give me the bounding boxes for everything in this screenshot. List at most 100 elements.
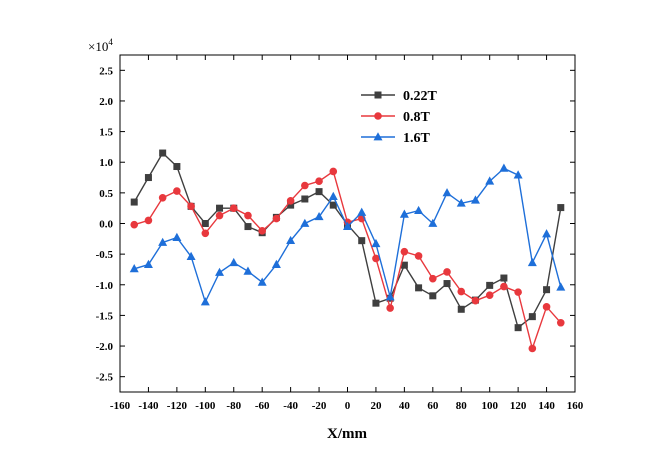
data-point <box>400 247 409 256</box>
data-point <box>556 282 566 291</box>
data-point <box>301 181 309 190</box>
data-point <box>187 202 195 211</box>
axis-ticks <box>119 55 576 392</box>
data-point <box>159 149 167 157</box>
data-point <box>244 211 252 220</box>
data-point <box>457 287 466 296</box>
y-tick-label: -2.0 <box>96 341 114 353</box>
data-point <box>215 211 224 220</box>
y-tick-label: -1.5 <box>96 310 114 322</box>
data-point <box>443 280 451 288</box>
x-tick-label: -120 <box>167 400 188 412</box>
x-tick-label: 0 <box>345 400 351 412</box>
legend-marker <box>374 112 382 120</box>
data-point <box>216 204 224 212</box>
legend-marker <box>373 132 383 141</box>
x-tick-label: 100 <box>481 400 498 412</box>
data-point <box>429 292 437 300</box>
data-point <box>286 235 296 245</box>
data-point <box>414 252 423 260</box>
data-point <box>556 318 565 327</box>
data-point <box>173 187 181 195</box>
legend-item: 0.22T <box>361 89 438 104</box>
data-point <box>243 266 253 275</box>
legend-item: 1.6T <box>361 131 431 146</box>
x-tick-label: -80 <box>226 400 241 412</box>
y-tick-label: -1.0 <box>96 280 114 292</box>
data-point <box>372 254 380 263</box>
data-point <box>442 188 452 197</box>
y-scale-base: ×10 <box>88 39 108 54</box>
data-point <box>286 197 295 205</box>
data-point <box>329 167 338 176</box>
x-axis-title: X/mm <box>327 426 367 442</box>
legend-item: 0.8T <box>361 110 431 125</box>
data-point <box>173 163 181 171</box>
data-point <box>457 305 465 313</box>
data-point <box>271 259 281 268</box>
data-point <box>257 277 267 286</box>
data-point <box>215 267 225 276</box>
data-point <box>229 204 238 212</box>
x-tick-label: 120 <box>510 400 527 412</box>
data-point <box>358 237 366 245</box>
data-point <box>329 201 337 209</box>
data-point <box>315 177 323 186</box>
data-point <box>514 288 522 296</box>
legend-label: 0.22T <box>403 89 438 104</box>
data-point <box>300 218 310 227</box>
data-point <box>528 313 536 321</box>
data-point <box>144 216 153 225</box>
data-point <box>527 257 537 267</box>
data-point <box>129 264 139 273</box>
legend: 0.22T 0.8T 1.6T <box>361 89 438 146</box>
y-tick-label: 1.5 <box>99 127 113 139</box>
x-tick-label: -100 <box>195 400 216 412</box>
data-point <box>542 303 551 311</box>
data-point <box>314 211 324 221</box>
data-point <box>514 324 522 332</box>
data-point <box>328 191 338 200</box>
legend-label: 0.8T <box>403 110 431 125</box>
x-tick-labels: -160 -140 -120 -100 -80 -60 -40 -20 0 20 40 60 80 100… <box>110 400 584 412</box>
series-layer <box>129 149 566 353</box>
data-point <box>315 188 323 196</box>
data-point <box>486 281 494 289</box>
data-point <box>499 163 509 172</box>
data-point <box>130 198 138 206</box>
x-tick-label: 140 <box>538 400 555 412</box>
data-point <box>287 201 295 209</box>
data-point <box>158 193 167 202</box>
data-point <box>385 292 395 301</box>
data-point <box>500 282 508 291</box>
data-point <box>144 174 152 182</box>
data-point <box>513 170 523 179</box>
data-point <box>258 227 266 235</box>
data-point <box>429 274 437 283</box>
data-point <box>415 284 423 292</box>
x-tick-label: -140 <box>138 400 159 412</box>
x-tick-label: 60 <box>427 400 439 412</box>
data-point <box>543 286 551 294</box>
data-point <box>557 204 565 212</box>
data-point <box>400 261 408 269</box>
data-point <box>485 176 495 185</box>
y-tick-label: 2.0 <box>99 96 113 108</box>
x-tick-label: -60 <box>255 400 270 412</box>
y-tick-label: 0.0 <box>99 219 113 231</box>
data-point <box>443 268 451 276</box>
data-point <box>301 195 309 203</box>
y-tick-label: -0.5 <box>96 249 114 261</box>
data-point <box>456 198 466 207</box>
data-point <box>386 304 394 312</box>
series-2 <box>129 163 566 306</box>
data-point <box>542 229 552 238</box>
data-point <box>158 237 168 246</box>
y-tick-label: 2.5 <box>99 65 113 77</box>
data-point <box>201 220 209 227</box>
data-point <box>470 195 480 204</box>
data-point <box>200 297 210 306</box>
legend-marker <box>374 91 382 99</box>
x-tick-label: 80 <box>456 400 468 412</box>
